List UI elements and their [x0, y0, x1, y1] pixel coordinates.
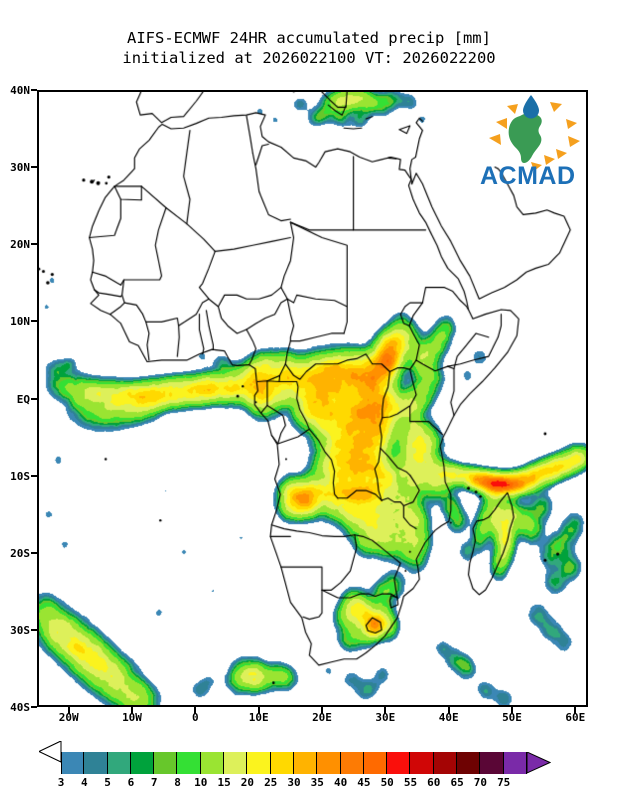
colorbar-swatch [224, 752, 248, 774]
y-axis-tick [31, 628, 37, 631]
y-axis-label-10s: 10S [10, 469, 30, 483]
colorbar-swatch [410, 752, 434, 774]
colorbar-swatch [317, 752, 341, 774]
colorbar-tick-70: 70 [473, 776, 488, 789]
x-axis-label-20e: 20E [312, 711, 332, 724]
colorbar-swatch [503, 752, 527, 774]
x-axis-tick [321, 707, 323, 714]
x-axis-tick [131, 707, 133, 714]
y-axis-label-30s: 30S [10, 623, 30, 637]
title-line-1: AIFS-ECMWF 24HR accumulated precip [mm] [127, 29, 491, 47]
colorbar-swatch [340, 752, 364, 774]
colorbar-swatch [200, 752, 225, 774]
colorbar-tick-75: 75 [497, 776, 511, 789]
y-axis-tick [31, 320, 37, 323]
x-axis-tick [574, 707, 577, 714]
y-axis-label-20s: 20S [10, 546, 30, 560]
colorbar-tick-5: 5 [104, 776, 111, 789]
y-axis-label-40s: 40S [10, 701, 30, 714]
map-plot-area [37, 90, 588, 707]
x-axis-label-40e: 40E [438, 711, 459, 724]
colorbar-swatch [270, 752, 294, 774]
y-axis-label-20n: 20N [10, 238, 30, 252]
colorbar-tick-65: 65 [450, 776, 464, 789]
x-axis-label-20w: 20W [58, 711, 79, 724]
colorbar-swatch [457, 752, 481, 774]
y-axis-tick [31, 89, 37, 91]
colorbar-tick-4: 4 [80, 776, 88, 789]
x-axis-label-0: 0 [192, 711, 199, 724]
colorbar-swatches [61, 752, 527, 774]
y-axis-tick [31, 243, 37, 246]
title-line-2: initialized at 2026022100 VT: 2026022200 [122, 49, 496, 67]
x-axis-tick [384, 707, 387, 714]
colorbar-tick-35: 35 [310, 776, 324, 789]
y-axis-label-30n: 30N [10, 161, 30, 175]
precipitation-map-canvas [39, 92, 586, 705]
x-axis-tick [511, 707, 513, 714]
colorbar-tick-60: 60 [427, 776, 441, 789]
colorbar-swatch [130, 752, 155, 774]
colorbar-tick-20: 20 [240, 776, 255, 789]
y-axis-tick [31, 706, 37, 708]
x-axis-label-10e: 10E [248, 711, 269, 724]
colorbar: 3 4 5 6 7 8 10 15 20 25 30 35 40 45 50 55 60 65 70 75 [0, 741, 618, 796]
colorbar-swatch [247, 752, 271, 774]
colorbar-swatch [433, 752, 458, 774]
colorbar-tick-6: 6 [127, 776, 135, 789]
colorbar-tick-30: 30 [287, 776, 301, 789]
colorbar-tick-10: 10 [194, 776, 208, 789]
colorbar-swatch [107, 752, 131, 774]
colorbar-over-arrow [527, 752, 551, 774]
colorbar-tick-45: 45 [357, 776, 371, 789]
colorbar-tick-3: 3 [57, 776, 65, 789]
x-axis-label-60e: 60E [565, 711, 586, 724]
colorbar-tick-15: 15 [217, 776, 231, 789]
x-axis-tick [194, 707, 197, 714]
x-axis-label-30e: 30E [375, 711, 396, 724]
colorbar-swatch [387, 752, 411, 774]
colorbar-swatch [61, 752, 85, 774]
y-axis-tick [31, 551, 37, 554]
y-axis-tick [31, 166, 37, 169]
x-axis-tick [67, 707, 70, 714]
colorbar-tick-25: 25 [264, 776, 278, 789]
x-axis-label-10w: 10W [122, 711, 142, 724]
colorbar-swatch [293, 752, 318, 774]
colorbar-swatch [84, 752, 108, 774]
colorbar-tick-8: 8 [174, 776, 181, 789]
colorbar-swatch [154, 752, 178, 774]
colorbar-tick-40: 40 [333, 776, 348, 789]
colorbar-swatch [177, 752, 201, 774]
x-axis-label-50e: 50E [502, 711, 522, 724]
colorbar-tick-55: 55 [403, 776, 418, 789]
x-axis-tick [257, 707, 260, 714]
colorbar-tick-50: 50 [380, 776, 394, 789]
y-axis-tick [31, 397, 37, 400]
y-axis-label-10n: 10N [10, 315, 30, 329]
chart-title: AIFS-ECMWF 24HR accumulated precip [mm] … [0, 28, 618, 68]
colorbar-swatch [363, 752, 388, 774]
x-axis-tick [447, 707, 450, 714]
colorbar-under-arrow [39, 741, 62, 774]
y-axis-label-eq: EQ [16, 392, 30, 406]
y-axis-label-40n: 40N [10, 84, 30, 97]
colorbar-tick-7: 7 [150, 776, 158, 789]
colorbar-swatch [480, 752, 504, 774]
y-axis-tick [31, 474, 37, 477]
